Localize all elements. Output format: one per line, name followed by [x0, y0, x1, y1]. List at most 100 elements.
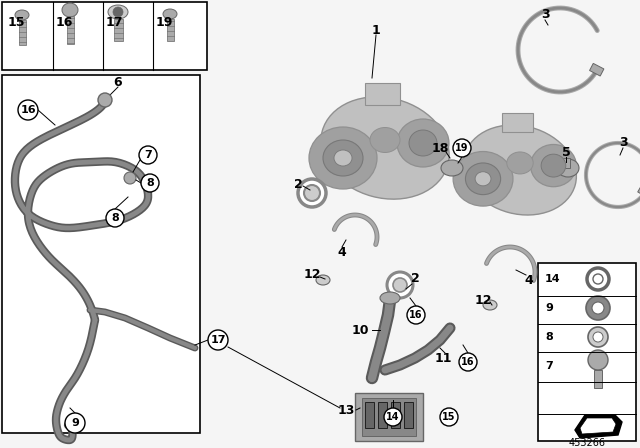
Ellipse shape	[531, 144, 577, 187]
Bar	[538, 263, 636, 441]
Text: 2: 2	[411, 271, 419, 284]
Circle shape	[592, 302, 604, 314]
Ellipse shape	[334, 150, 352, 166]
Text: 18: 18	[431, 142, 449, 155]
Bar	[378, 402, 387, 428]
Bar	[362, 398, 416, 436]
Text: 16: 16	[56, 16, 74, 29]
Text: 8: 8	[545, 332, 553, 342]
Bar	[355, 393, 423, 441]
Ellipse shape	[541, 154, 566, 177]
Text: 15: 15	[8, 16, 26, 29]
Text: 7: 7	[144, 150, 152, 160]
Bar	[555, 158, 570, 168]
Text: 11: 11	[435, 352, 452, 365]
Circle shape	[593, 332, 603, 342]
Ellipse shape	[409, 130, 437, 156]
Bar	[589, 64, 604, 76]
Circle shape	[453, 139, 471, 157]
Ellipse shape	[453, 151, 513, 206]
Ellipse shape	[321, 97, 449, 199]
Text: 16: 16	[409, 310, 423, 320]
Ellipse shape	[465, 163, 500, 194]
Bar	[2, 2, 207, 70]
Ellipse shape	[163, 9, 177, 19]
Ellipse shape	[441, 160, 463, 176]
Circle shape	[588, 327, 608, 347]
Ellipse shape	[557, 159, 579, 177]
Circle shape	[98, 93, 112, 107]
Bar	[502, 113, 533, 132]
Ellipse shape	[397, 119, 449, 167]
Text: 14: 14	[545, 274, 561, 284]
Circle shape	[113, 7, 123, 17]
Text: 3: 3	[619, 137, 627, 150]
Circle shape	[65, 413, 85, 433]
Ellipse shape	[15, 10, 29, 20]
Bar	[19, 20, 26, 45]
Circle shape	[587, 268, 609, 290]
Circle shape	[387, 272, 413, 298]
Ellipse shape	[483, 300, 497, 310]
Ellipse shape	[463, 125, 577, 215]
Circle shape	[141, 174, 159, 192]
Text: 3: 3	[541, 9, 549, 22]
Text: 16: 16	[20, 105, 36, 115]
Text: 5: 5	[562, 146, 570, 159]
Circle shape	[586, 296, 610, 320]
Bar	[365, 402, 374, 428]
Ellipse shape	[309, 127, 377, 189]
Text: 1: 1	[372, 23, 380, 36]
Ellipse shape	[507, 152, 533, 174]
Text: 6: 6	[114, 76, 122, 89]
Bar	[167, 19, 174, 41]
Circle shape	[393, 278, 407, 292]
Circle shape	[18, 100, 38, 120]
Circle shape	[384, 408, 402, 426]
Bar	[594, 370, 602, 388]
Circle shape	[298, 179, 326, 207]
Text: 2: 2	[294, 178, 302, 191]
Text: 13: 13	[338, 404, 355, 417]
Bar	[114, 19, 123, 41]
Bar	[67, 16, 74, 44]
Text: 16: 16	[461, 357, 475, 367]
Text: 17: 17	[211, 335, 226, 345]
Bar	[637, 185, 640, 198]
Text: 12: 12	[474, 293, 492, 306]
Circle shape	[304, 185, 320, 201]
Circle shape	[459, 353, 477, 371]
Circle shape	[440, 408, 458, 426]
Text: 4: 4	[338, 246, 346, 258]
Ellipse shape	[380, 292, 400, 304]
Text: 10: 10	[351, 323, 369, 336]
Polygon shape	[575, 415, 622, 438]
Circle shape	[124, 172, 136, 184]
Text: 12: 12	[303, 268, 321, 281]
Ellipse shape	[62, 3, 78, 17]
Ellipse shape	[316, 275, 330, 285]
Text: 9: 9	[71, 418, 79, 428]
Bar	[2, 75, 200, 433]
Bar	[365, 83, 400, 105]
Text: 453266: 453266	[568, 438, 605, 448]
Text: 9: 9	[545, 303, 553, 313]
Ellipse shape	[323, 140, 363, 176]
Bar	[404, 402, 413, 428]
Text: 8: 8	[111, 213, 119, 223]
Text: 19: 19	[455, 143, 468, 153]
Circle shape	[139, 146, 157, 164]
Text: 14: 14	[387, 412, 400, 422]
Circle shape	[593, 274, 603, 284]
Text: 17: 17	[106, 16, 124, 29]
Bar	[391, 402, 400, 428]
Polygon shape	[580, 418, 616, 434]
Circle shape	[106, 209, 124, 227]
Circle shape	[407, 306, 425, 324]
Text: 8: 8	[146, 178, 154, 188]
Ellipse shape	[108, 5, 128, 19]
Text: 19: 19	[156, 16, 173, 29]
Circle shape	[588, 350, 608, 370]
Circle shape	[208, 330, 228, 350]
Text: 15: 15	[442, 412, 456, 422]
